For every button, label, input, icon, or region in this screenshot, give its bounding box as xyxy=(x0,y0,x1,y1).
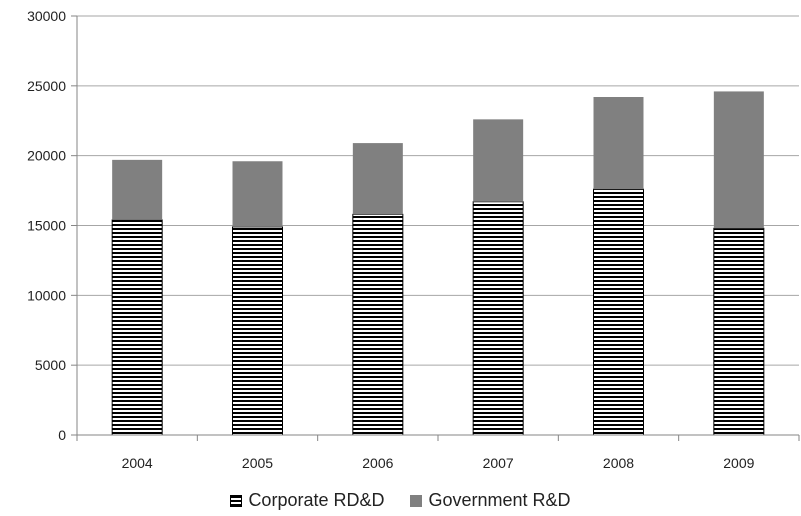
legend-item-corporate: Corporate RD&D xyxy=(230,490,384,511)
gridlines xyxy=(77,15,799,366)
bar-government-2006 xyxy=(352,143,403,215)
y-tick-label: 15000 xyxy=(27,218,66,234)
y-tick-label: 10000 xyxy=(27,287,66,303)
x-tick-label: 2007 xyxy=(483,455,514,471)
bar-government-2008 xyxy=(593,97,644,190)
axes: 0 5000 10000 15000 20000 25000 30000 2004 2005 20… xyxy=(27,8,800,471)
legend-label-corporate: Corporate RD&D xyxy=(248,490,385,510)
y-tick-label: 5000 xyxy=(35,357,66,373)
legend-swatch-government xyxy=(410,494,423,507)
bar-government-2005 xyxy=(232,161,283,227)
x-tick-label: 2005 xyxy=(242,455,273,471)
y-tick-label: 20000 xyxy=(27,148,66,164)
bar-government-2004 xyxy=(112,159,163,220)
y-tick-label: 0 xyxy=(58,427,66,443)
x-tick-label: 2008 xyxy=(603,455,634,471)
bar-corporate-2005 xyxy=(232,226,283,436)
bar-corporate-2008 xyxy=(593,188,644,436)
bar-corporate-2007 xyxy=(472,201,524,436)
x-tick-label: 2004 xyxy=(122,455,153,471)
bar-government-2009 xyxy=(713,91,764,229)
x-tick-label: 2009 xyxy=(723,455,754,471)
bar-corporate-2009 xyxy=(713,227,765,436)
y-tick-label: 30000 xyxy=(27,8,66,24)
x-tick-label: 2006 xyxy=(362,455,393,471)
legend-label-government: Government R&D xyxy=(428,490,571,510)
bar-corporate-2004 xyxy=(111,219,163,436)
legend: Corporate RD&D Government R&D xyxy=(0,490,801,511)
y-tick-label: 25000 xyxy=(27,78,66,94)
bar-government-2007 xyxy=(473,119,524,202)
bars xyxy=(111,91,765,436)
legend-swatch-corporate xyxy=(230,494,243,507)
legend-item-government: Government R&D xyxy=(410,490,571,511)
bar-corporate-2006 xyxy=(352,213,404,436)
